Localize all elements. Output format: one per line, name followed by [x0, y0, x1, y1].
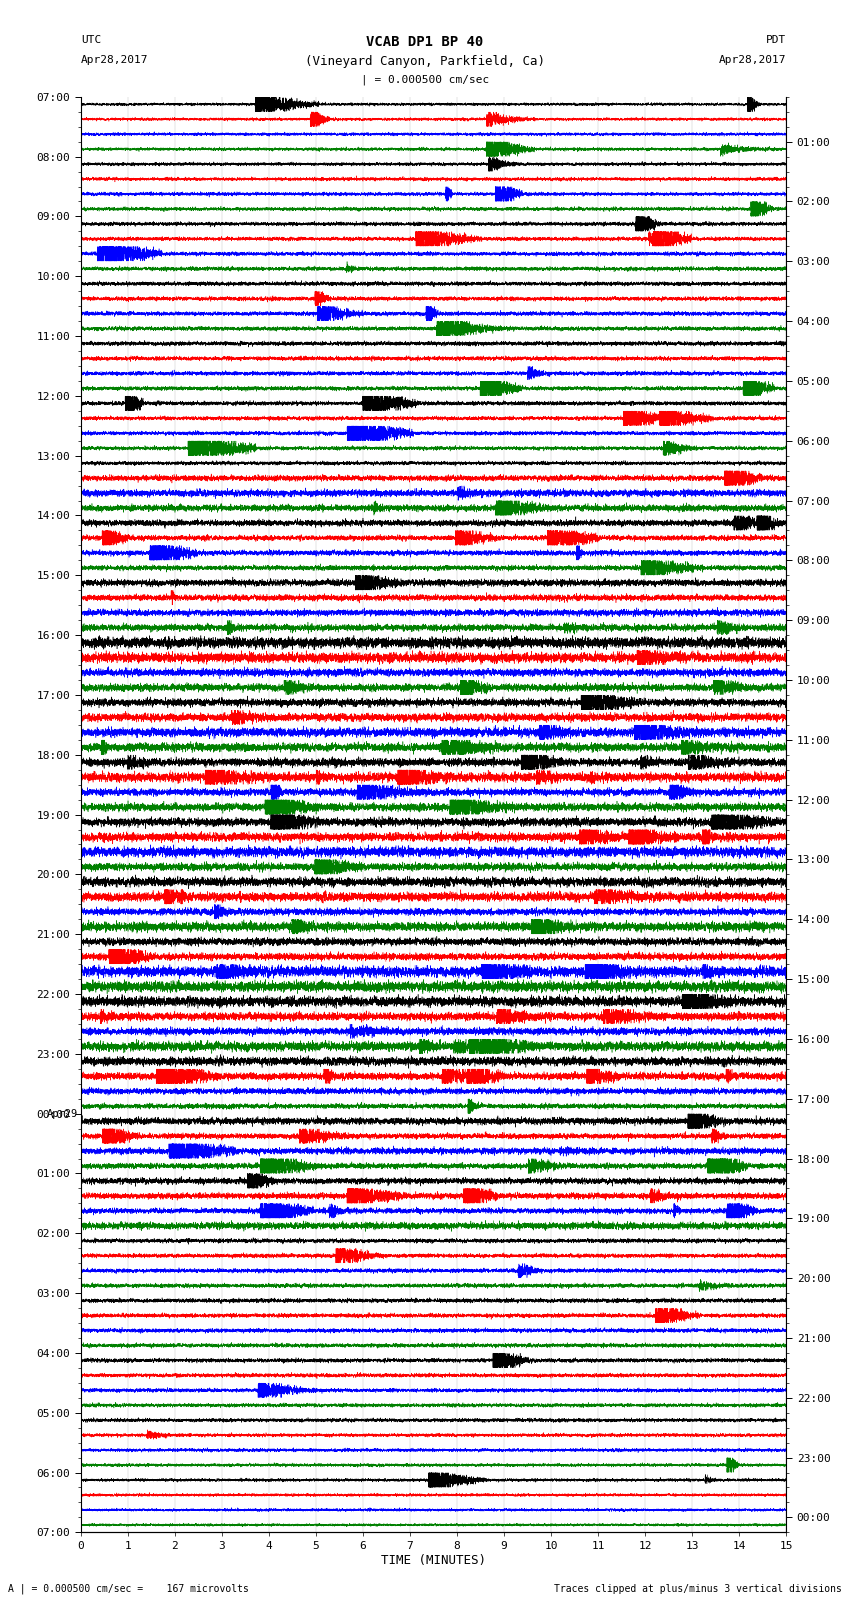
Text: UTC: UTC: [81, 35, 101, 45]
Text: | = 0.000500 cm/sec: | = 0.000500 cm/sec: [361, 74, 489, 85]
Text: Traces clipped at plus/minus 3 vertical divisions: Traces clipped at plus/minus 3 vertical …: [553, 1584, 842, 1594]
Text: A | = 0.000500 cm/sec =    167 microvolts: A | = 0.000500 cm/sec = 167 microvolts: [8, 1582, 249, 1594]
X-axis label: TIME (MINUTES): TIME (MINUTES): [381, 1555, 486, 1568]
Text: VCAB DP1 BP 40: VCAB DP1 BP 40: [366, 35, 484, 50]
Text: Apr28,2017: Apr28,2017: [719, 55, 786, 65]
Text: Apr29: Apr29: [47, 1108, 78, 1119]
Text: PDT: PDT: [766, 35, 786, 45]
Text: Apr28,2017: Apr28,2017: [81, 55, 148, 65]
Text: (Vineyard Canyon, Parkfield, Ca): (Vineyard Canyon, Parkfield, Ca): [305, 55, 545, 68]
